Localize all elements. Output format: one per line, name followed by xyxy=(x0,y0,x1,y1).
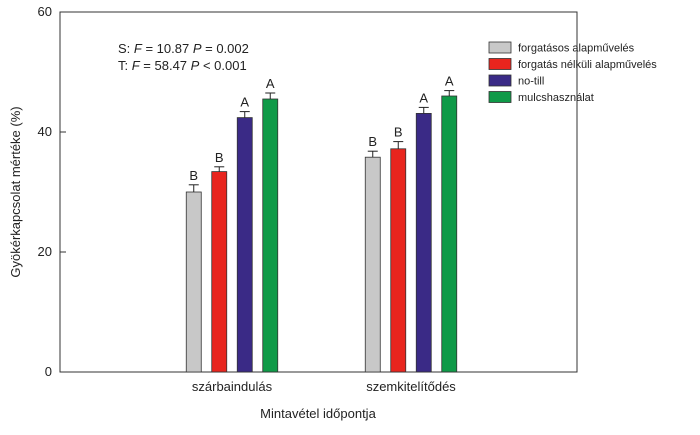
sig-label-0-3: A xyxy=(266,76,275,91)
bar-0-3 xyxy=(262,98,279,373)
y-tick-label-3: 60 xyxy=(38,4,52,19)
sig-label-1-2: A xyxy=(419,90,428,105)
stat-t-f-name: F xyxy=(132,58,141,73)
plot-frame xyxy=(59,11,578,373)
stat-s-f-name: F xyxy=(134,41,143,56)
legend-swatch-2 xyxy=(488,74,512,87)
stat-s-p-name: P xyxy=(193,41,202,56)
stat-annotation-s: S: F = 10.87 P = 0.002 xyxy=(118,41,249,56)
sig-label-0-2: A xyxy=(240,95,249,110)
stat-t-p-name: P xyxy=(191,58,200,73)
stat-s-prefix: S: xyxy=(118,41,134,56)
x-tick-label-1: szemkitelítődés xyxy=(366,379,456,394)
y-axis-title: Gyökérkapcsolat mértéke (%) xyxy=(8,106,23,277)
y-tick-label-0: 0 xyxy=(45,364,52,379)
bar-0-2 xyxy=(236,117,253,373)
legend-swatch-3 xyxy=(488,91,512,103)
bar-0-1 xyxy=(211,171,228,373)
sig-label-0-0: B xyxy=(189,168,198,183)
y-axis: 0 20 40 60 xyxy=(38,4,66,379)
bar-1-1 xyxy=(390,148,407,373)
stat-annotation-t: T: F = 58.47 P < 0.001 xyxy=(118,58,247,73)
sig-label-0-1: B xyxy=(215,150,224,165)
legend: forgatásos alapművelés forgatás nélküli a… xyxy=(488,41,657,104)
stat-t-p-value: < 0.001 xyxy=(199,58,246,73)
legend-label-1: forgatás nélküli alapművelés xyxy=(518,59,657,71)
legend-swatch-0 xyxy=(488,41,512,54)
stat-s-f-value: = 10.87 xyxy=(142,41,193,56)
sig-label-1-0: B xyxy=(368,134,377,149)
bars: B B A A B B A A xyxy=(185,74,458,373)
legend-swatch-1 xyxy=(488,58,512,70)
y-tick-label-1: 20 xyxy=(38,244,52,259)
bar-0-0 xyxy=(185,191,202,373)
x-axis: szárbaindulás szemkitelítődés xyxy=(192,379,456,394)
stat-t-prefix: T: xyxy=(118,58,132,73)
sig-label-1-1: B xyxy=(394,125,403,140)
legend-label-3: mulcshasználat xyxy=(518,92,594,104)
bar-1-0 xyxy=(364,156,381,373)
stat-t-f-value: = 58.47 xyxy=(140,58,191,73)
bar-1-2 xyxy=(415,113,432,373)
bar-1-3 xyxy=(441,95,458,373)
x-axis-title: Mintavétel időpontja xyxy=(260,406,376,421)
x-tick-label-0: szárbaindulás xyxy=(192,379,273,394)
sig-label-1-3: A xyxy=(445,74,454,89)
legend-label-2: no-till xyxy=(518,76,544,88)
stat-s-p-value: = 0.002 xyxy=(202,41,249,56)
legend-label-0: forgatásos alapművelés xyxy=(518,43,635,55)
y-tick-label-2: 40 xyxy=(38,124,52,139)
